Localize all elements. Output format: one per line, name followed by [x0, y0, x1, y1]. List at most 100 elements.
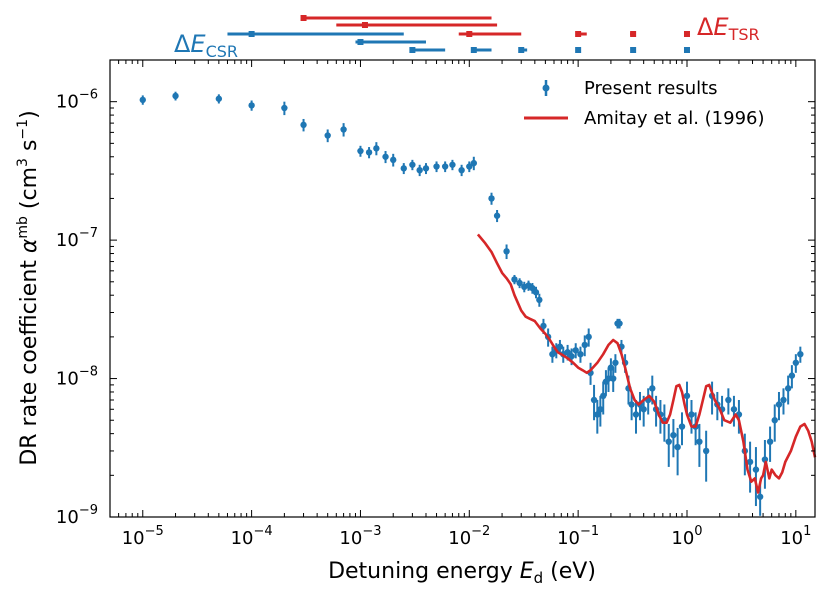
- present-point-91: [775, 401, 783, 408]
- present-point-42: [577, 350, 584, 358]
- csr-resolution-label: ΔECSR: [174, 30, 238, 61]
- y-tick-label-base-0: 10: [56, 507, 79, 528]
- legend-marker-present-dot: [542, 84, 550, 92]
- tsr-subscript: TSR: [728, 25, 760, 44]
- csr-bar-center-6: [630, 47, 637, 53]
- present-point-7: [340, 126, 347, 133]
- x-tick-label-base-4: 10: [557, 528, 580, 549]
- present-point-33: [540, 322, 547, 330]
- x-tick-label-exp-1: −4: [253, 524, 272, 539]
- present-point-93: [784, 385, 792, 392]
- x-tick-label-exp-3: −2: [471, 524, 490, 539]
- present-point-72: [678, 423, 686, 430]
- present-point-56: [616, 320, 623, 327]
- present-point-95: [792, 359, 800, 366]
- x-tick-label-base-5: 10: [671, 528, 694, 549]
- y-axis-label-units-exp2: −1: [15, 119, 31, 140]
- present-point-40: [568, 353, 575, 360]
- y-axis-label-units-mid: s: [17, 140, 42, 158]
- legend-label-amitay: Amitay et al. (1996): [584, 108, 765, 129]
- present-point-30: [529, 284, 536, 292]
- x-tick-label-base-3: 10: [448, 528, 471, 549]
- present-point-94: [788, 372, 796, 379]
- present-point-37: [556, 343, 564, 350]
- present-point-89: [766, 438, 774, 445]
- legend-label-present: Present results: [584, 78, 718, 99]
- present-point-47: [594, 411, 601, 418]
- y-tick-label-base-2: 10: [56, 230, 79, 251]
- tsr-bar-center-4: [630, 31, 637, 37]
- y-axis-label: DR rate coefficient αmb (cm3 s−1): [15, 110, 42, 465]
- present-point-71: [674, 443, 681, 451]
- present-point-16: [422, 165, 430, 172]
- present-point-8: [357, 147, 364, 155]
- present-point-1: [172, 92, 179, 100]
- present-point-18: [441, 163, 449, 170]
- y-tick-label-base-3: 10: [56, 92, 79, 113]
- present-point-76: [696, 438, 703, 445]
- csr-bar-center-4: [518, 47, 525, 53]
- present-point-39: [564, 349, 571, 356]
- present-point-48: [597, 406, 604, 413]
- present-point-11: [382, 153, 389, 160]
- y-tick-label-base-1: 10: [56, 369, 79, 390]
- x-tick-label-base-0: 10: [122, 528, 145, 549]
- csr-symbol: E: [190, 30, 206, 58]
- tsr-bar-center-3: [575, 31, 582, 37]
- csr-bar-center-1: [357, 39, 364, 45]
- y-axis-label-superscript: mb: [15, 216, 31, 239]
- y-axis-label-units-open: (cm: [17, 167, 42, 216]
- present-point-32: [536, 296, 543, 304]
- x-tick-label-exp-5: 0: [694, 524, 702, 539]
- present-point-3: [248, 102, 255, 109]
- csr-subscript: CSR: [206, 42, 238, 61]
- x-tick-label-3: 10−2: [448, 524, 490, 549]
- present-point-43: [581, 341, 588, 349]
- y-axis-label-prefix: DR rate coefficient: [17, 253, 42, 466]
- present-point-96: [797, 350, 804, 358]
- present-point-44: [585, 333, 592, 341]
- axis-ticks: 10−5 10−4 10−3 10−2 10−1 100 10110−910−810−710…: [56, 59, 815, 549]
- y-tick-label-0: 10−9: [56, 503, 98, 528]
- present-point-92: [780, 396, 787, 404]
- present-point-86: [752, 466, 760, 473]
- present-point-63: [640, 406, 647, 413]
- present-point-10: [373, 145, 380, 152]
- present-point-26: [511, 276, 518, 283]
- plot-data: [139, 91, 817, 516]
- csr-bar-center-3: [470, 47, 477, 53]
- present-point-69: [665, 438, 672, 445]
- present-point-21: [466, 163, 473, 170]
- tsr-bar-center-0: [300, 15, 307, 21]
- x-tick-label-4: 10−1: [557, 524, 599, 549]
- present-point-22: [470, 159, 478, 167]
- y-axis-label-units-close: ): [17, 110, 42, 119]
- csr-delta: Δ: [174, 30, 191, 58]
- y-axis-label-units-exp1: 3: [15, 158, 31, 167]
- tsr-bar-center-5: [683, 31, 690, 37]
- present-point-73: [683, 392, 691, 400]
- x-axis-label-suffix: (eV): [543, 559, 596, 584]
- tsr-delta: Δ: [697, 13, 714, 41]
- present-point-17: [433, 163, 440, 170]
- present-point-25: [503, 248, 510, 255]
- present-point-9: [365, 149, 373, 156]
- x-tick-label-base-6: 10: [780, 528, 803, 549]
- x-tick-label-6: 101: [780, 524, 811, 549]
- present-point-85: [746, 458, 754, 466]
- present-point-35: [549, 350, 556, 358]
- x-axis-label: Detuning energy Ed (eV): [328, 559, 596, 587]
- tsr-bar-center-1: [361, 22, 368, 28]
- x-axis-label-prefix: Detuning energy: [328, 559, 520, 584]
- present-point-19: [449, 161, 456, 168]
- x-tick-label-base-1: 10: [231, 528, 254, 549]
- present-point-20: [458, 166, 465, 174]
- y-tick-label-3: 10−6: [56, 88, 98, 113]
- present-point-46: [590, 396, 598, 404]
- tsr-resolution-label: ΔETSR: [697, 13, 760, 44]
- present-point-23: [488, 195, 495, 202]
- y-tick-label-2: 10−7: [56, 226, 98, 251]
- present-point-65: [649, 385, 656, 392]
- x-axis-label-subscript: d: [534, 569, 544, 587]
